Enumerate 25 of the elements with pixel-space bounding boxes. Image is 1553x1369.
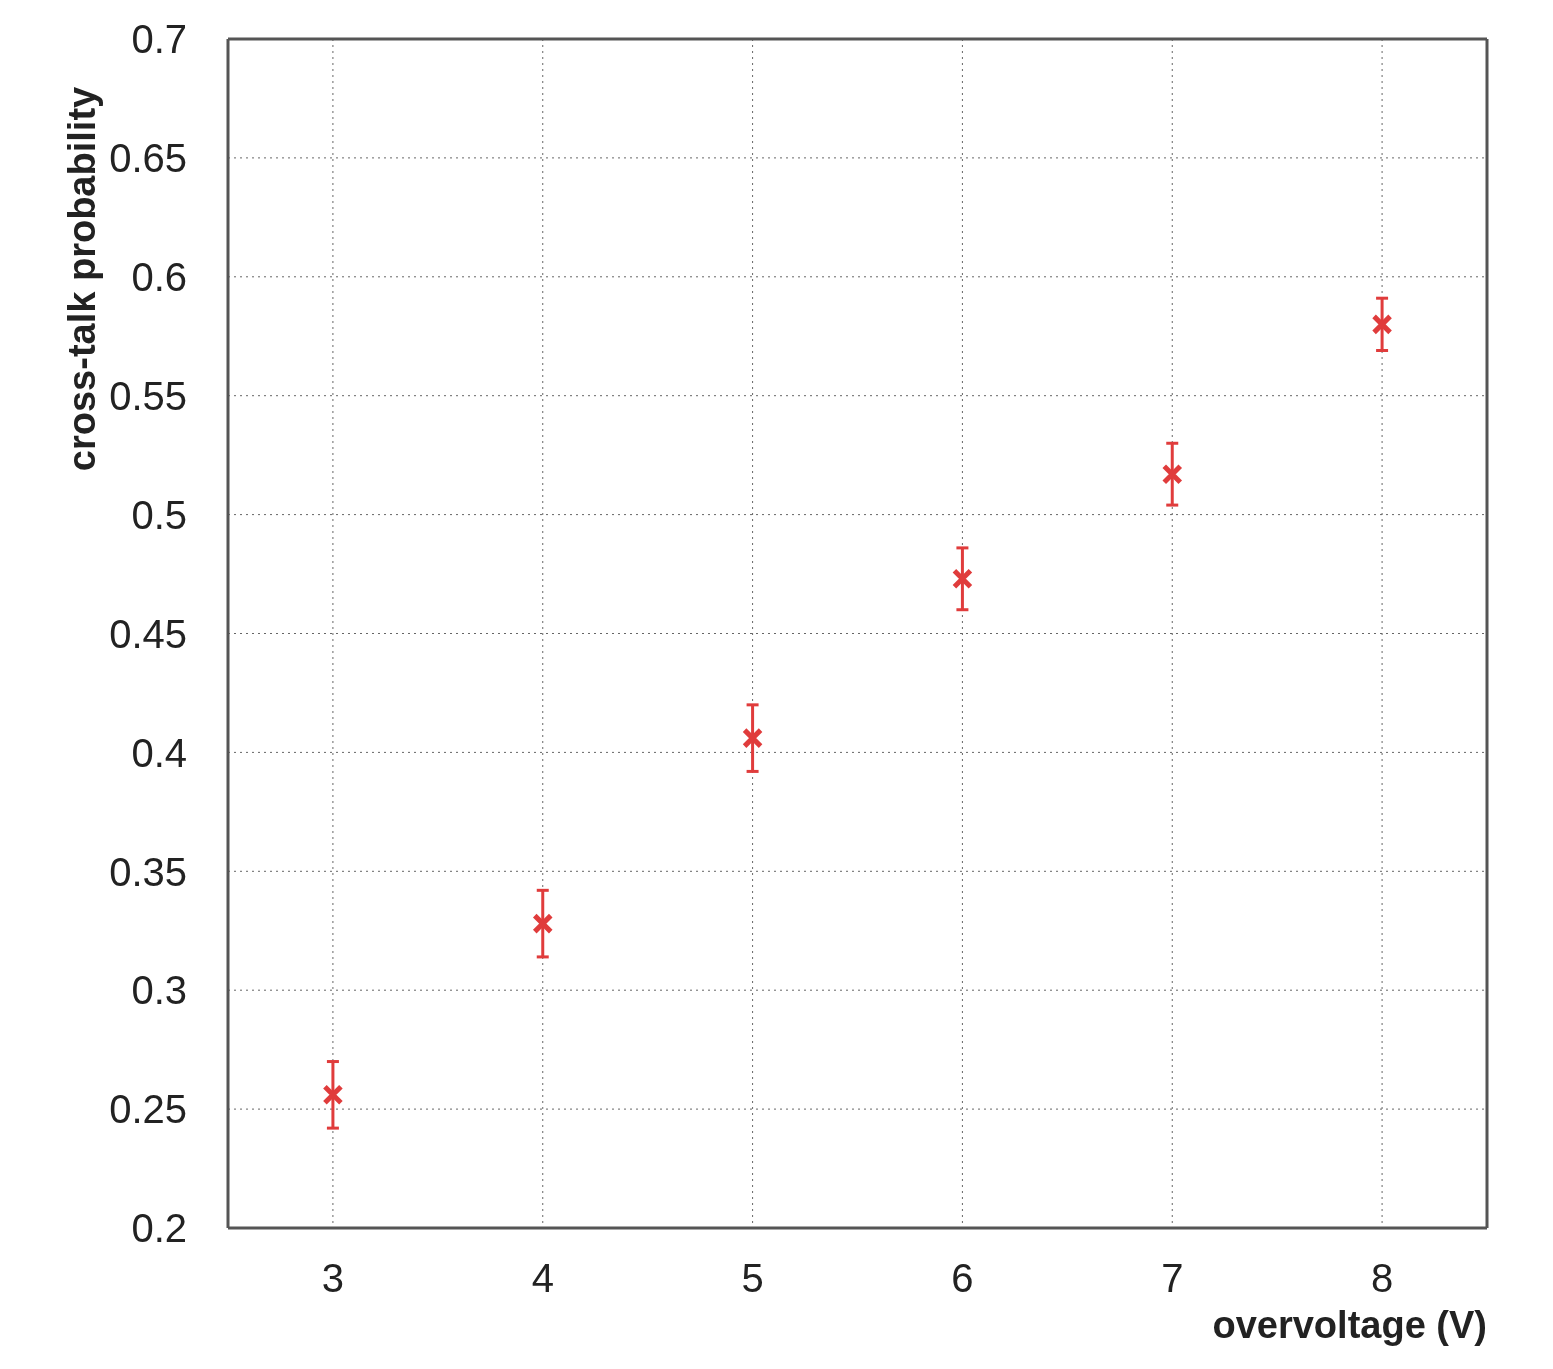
point bbox=[322, 1084, 344, 1106]
y-axis-title: cross-talk probability bbox=[60, 86, 103, 472]
x-tick-label: 3 bbox=[321, 1256, 345, 1301]
x-tick-label: 7 bbox=[1161, 1256, 1184, 1301]
y-tick-label: 0.7 bbox=[131, 17, 187, 62]
x-axis-title: overvoltage (V) bbox=[1212, 1304, 1487, 1346]
point bbox=[1371, 313, 1393, 335]
x-tick-label: 5 bbox=[741, 1256, 764, 1301]
y-tick-label: 0.2 bbox=[131, 1206, 187, 1251]
x-tick-label: 6 bbox=[951, 1256, 974, 1301]
point bbox=[951, 568, 973, 590]
point bbox=[742, 727, 764, 749]
x-tick-label: 4 bbox=[531, 1256, 554, 1301]
point bbox=[532, 913, 554, 935]
y-tick-label: 0.3 bbox=[131, 968, 187, 1013]
y-tick-label: 0.25 bbox=[109, 1087, 187, 1132]
y-tick-label: 0.65 bbox=[109, 136, 187, 181]
y-tick-label: 0.55 bbox=[109, 373, 187, 418]
y-tick-label: 0.4 bbox=[131, 730, 187, 775]
y-tick-label: 0.35 bbox=[109, 849, 187, 894]
y-tick-label: 0.45 bbox=[109, 611, 187, 656]
x-tick-label: 8 bbox=[1370, 1256, 1394, 1301]
y-tick-label: 0.5 bbox=[131, 492, 187, 537]
y-tick-label: 0.6 bbox=[131, 255, 187, 299]
point bbox=[1161, 463, 1183, 485]
